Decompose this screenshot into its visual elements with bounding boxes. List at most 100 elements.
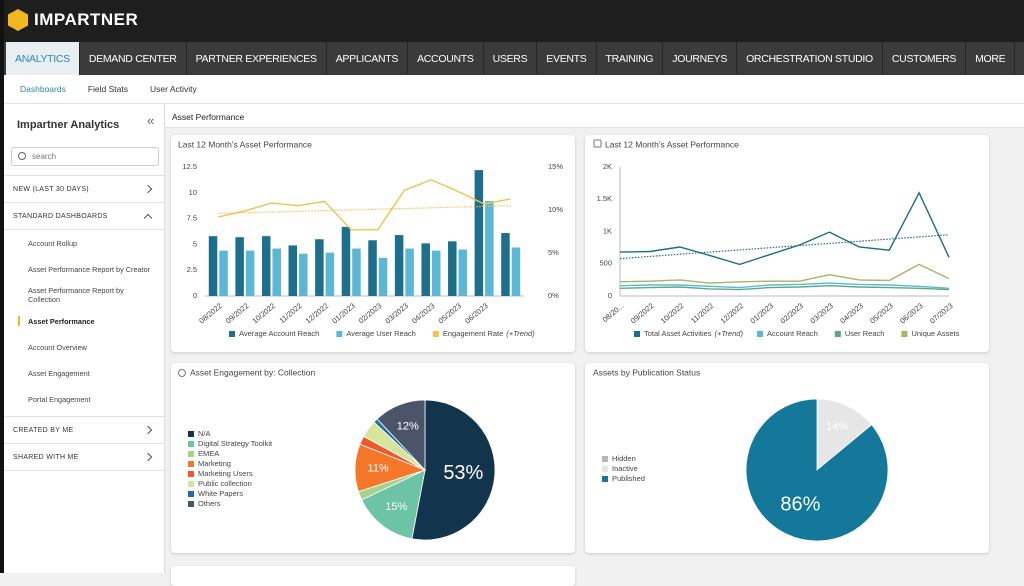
bar — [394, 235, 404, 296]
brand: IMPARTNER — [34, 10, 139, 29]
pie-value-label: 14% — [826, 421, 848, 433]
legend-label: Account Reach — [767, 329, 818, 338]
top-bar: IMPARTNER — [0, 0, 1024, 42]
x-tick-label: 04/2023 — [838, 301, 865, 325]
x-tick-label: 01/2023 — [330, 301, 357, 325]
x-tick-label: 11/2022 — [277, 301, 303, 325]
legend-label: Inactive — [612, 464, 638, 473]
chart-title: Last 12 Month's Asset Performance — [605, 139, 739, 149]
pie-value-label: 86% — [780, 494, 820, 516]
sub-nav-item[interactable]: Field Stats — [87, 84, 128, 94]
sidebar-item[interactable]: Asset Performance — [4, 308, 164, 334]
y-tick-label: 0 — [608, 291, 612, 300]
legend-label: Marketing Users — [198, 469, 253, 478]
x-tick-label: 08/2022 — [197, 301, 224, 325]
sub-nav-item[interactable]: User Activity — [150, 84, 197, 94]
data-line — [218, 179, 511, 231]
legend-label: Marketing — [198, 459, 231, 468]
nav-tab[interactable]: MORE — [966, 42, 1016, 75]
bar — [474, 170, 484, 296]
legend-swatch — [188, 461, 194, 467]
pie-slice — [745, 398, 889, 542]
nav-tab[interactable]: ACCOUNTS — [408, 42, 484, 75]
nav-tab[interactable]: USERS — [484, 42, 538, 75]
pie-value-label: 11% — [368, 462, 389, 474]
legend-swatch — [188, 481, 194, 487]
sidebar-item[interactable]: Asset Performance Report by Collection — [28, 286, 124, 304]
x-tick-label: 06/2023 — [463, 301, 490, 325]
legend-label: Hidden — [612, 454, 636, 463]
legend-swatch — [188, 441, 194, 447]
pie-value-label: 53% — [443, 462, 483, 484]
bar — [325, 252, 335, 296]
pie-slice — [376, 399, 426, 472]
x-tick-label: 04/2023 — [410, 301, 437, 325]
legend-swatch — [602, 476, 608, 482]
y-tick-label: 500 — [599, 259, 612, 268]
sidebar-title: Impartner Analytics — [17, 119, 120, 131]
y-tick-label: 12.5 — [182, 162, 197, 171]
bar — [378, 257, 388, 296]
page: IMPARTNER ANALYTICS DEMAND CENTER PARTNER … — [0, 0, 1024, 573]
bar — [421, 243, 430, 296]
search-box[interactable]: search — [11, 147, 159, 166]
card-icon — [593, 139, 602, 148]
legend-label: Engagement Rate — [443, 329, 503, 338]
nav-tab[interactable]: CUSTOMERS — [883, 42, 967, 75]
bar — [485, 201, 494, 296]
legend-label: Public collection — [198, 479, 252, 488]
sidebar-item[interactable]: Account Rollup — [28, 238, 78, 248]
y-tick-label: 10% — [548, 205, 563, 214]
sub-nav: Dashboards Field Stats User Activity — [4, 75, 1024, 104]
sidebar-section[interactable]: STANDARD DASHBOARDS — [4, 203, 164, 230]
legend-label: Average User Reach — [346, 329, 415, 338]
nav-tab[interactable]: PARTNER EXPERIENCES — [187, 42, 327, 75]
legend-swatch — [188, 501, 194, 507]
legend-label: Digital Strategy Toolkit — [198, 439, 273, 448]
nav-tab[interactable]: ORCHESTRATION STUDIO — [737, 42, 883, 75]
legend-label: User Reach — [845, 329, 885, 338]
bar — [245, 250, 255, 296]
pie-value-label: 12% — [397, 420, 419, 432]
sub-nav-item[interactable]: Dashboards — [20, 84, 66, 94]
data-line — [619, 284, 950, 291]
nav-tab[interactable]: EVENTS — [537, 42, 597, 75]
nav-tab[interactable]: TRAINING — [597, 42, 664, 75]
nav-tab[interactable]: JOURNEYS — [663, 42, 738, 75]
bar — [501, 233, 510, 296]
nav-tab[interactable]: APPLICANTS — [327, 42, 409, 75]
sidebar-item[interactable]: Asset Performance Report by Creator — [28, 264, 151, 274]
legend-swatch — [229, 331, 235, 337]
bar — [299, 253, 308, 296]
y-tick-label: 2K — [603, 162, 612, 171]
sidebar-item[interactable]: Asset Engagement — [28, 368, 90, 378]
y-tick-label: 5% — [548, 248, 559, 257]
legend-label: Published — [612, 474, 645, 483]
logo — [8, 9, 28, 31]
sidebar-item[interactable]: Portal Engagement — [28, 394, 91, 404]
sidebar-sections: NEW (LAST 30 DAYS) STANDARD DASHBOARDS Acc… — [4, 175, 164, 471]
legend-label: Others — [198, 499, 221, 508]
nav-tab[interactable]: DEMAND CENTER — [80, 42, 187, 75]
bar — [261, 236, 271, 296]
y-tick-label: 2.5 — [187, 265, 197, 274]
sidebar-section[interactable]: SHARED WITH ME — [4, 444, 164, 471]
sidebar-item[interactable]: Account Overview — [28, 342, 87, 352]
collapse-button[interactable]: « — [147, 113, 155, 128]
legend-swatch — [336, 331, 343, 337]
card — [585, 135, 989, 352]
bar — [235, 237, 244, 296]
chart-title: Assets by Publication Status — [593, 367, 700, 377]
legend-swatch — [756, 331, 763, 337]
x-tick-label: 10/2022 — [250, 301, 277, 325]
nav-bar: ANALYTICS DEMAND CENTER PARTNER EXPERIENCE… — [4, 42, 1024, 75]
data-line — [619, 191, 950, 266]
y-tick-label: 0% — [548, 291, 559, 300]
y-tick-label: 0 — [193, 291, 197, 300]
nav-tab[interactable]: ANALYTICS — [6, 42, 80, 75]
legend-swatch — [188, 471, 194, 477]
legend-swatch — [432, 331, 439, 337]
charts: Last 12 Month's Asset Performance 0 2.5 5 7.… — [178, 139, 960, 542]
legend-label: Unique Assets — [911, 329, 959, 338]
x-tick-label: 05/2023 — [868, 301, 895, 325]
